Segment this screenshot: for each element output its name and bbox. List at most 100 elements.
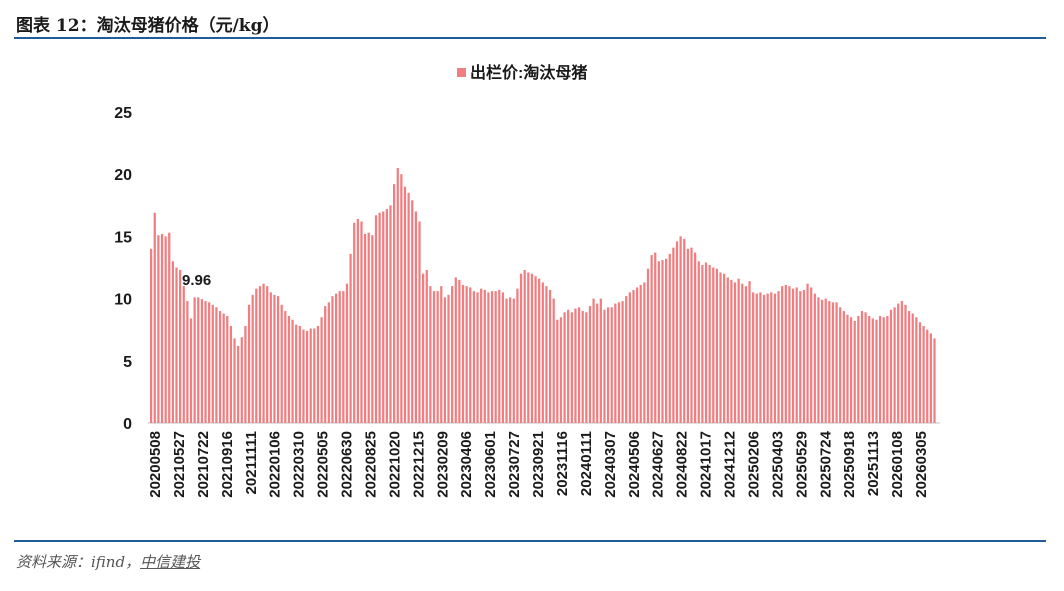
bar [218,311,222,423]
bar [378,212,381,423]
bar [849,317,853,423]
bar [367,232,370,423]
bar [400,174,403,423]
x-tick-label: 20211111 [243,431,260,494]
bar [411,200,414,423]
x-tick-label: 20220825 [362,431,379,498]
bar [915,317,918,423]
bar [182,286,185,423]
bar [258,286,262,423]
bar [458,279,461,423]
x-tick-label: 20220630 [338,431,355,498]
bar [295,324,298,423]
bar [168,232,171,423]
bar [719,272,722,423]
bar [276,296,280,423]
bar [933,338,936,423]
bar [922,325,925,423]
bar [621,301,624,423]
bar [305,330,309,423]
x-tick-label: 20230601 [482,431,499,498]
bar [926,329,929,423]
bar [483,289,486,423]
x-tick-label: 20250724 [817,430,834,497]
x-tick-label: 20210722 [195,431,212,498]
bar [853,320,856,423]
bar [563,312,566,423]
bar [900,301,903,423]
bar [262,283,265,423]
bar [810,287,813,423]
bar [226,316,229,423]
bar [617,302,621,423]
bar [893,307,896,423]
bar [929,333,932,423]
bar [643,282,646,423]
bar [476,292,479,423]
bar [469,287,472,423]
bar [704,262,708,423]
bar [632,289,635,423]
bar [842,311,845,423]
bar [730,279,733,423]
bar [440,286,443,423]
x-tick-label: 20221020 [386,431,403,498]
bar [186,301,189,423]
bar [425,269,428,423]
x-tick-label: 20260108 [889,431,906,498]
bar [650,255,653,423]
x-axis-ticks: 20200508 20210527 20210722 20210916 20211111… [147,430,930,497]
bar [222,313,225,423]
x-tick-label: 20230209 [434,431,451,498]
bar [403,186,407,423]
bar [422,273,425,423]
bar [266,286,269,423]
bar [208,302,211,423]
bar [788,286,791,423]
bar [534,276,537,423]
bar [538,278,541,423]
bar [762,294,766,423]
bar [686,248,690,423]
bar [820,299,824,423]
bar [639,284,642,423]
bar [694,252,697,423]
legend-label: 出栏价:淘汰母猪 [470,63,587,82]
bar [839,307,842,423]
bar [320,317,323,423]
bar [567,309,570,423]
bar [911,313,914,423]
x-tick-label: 20221215 [410,431,427,498]
bar [356,218,359,423]
x-tick-label: 20210916 [219,431,236,498]
bar [157,235,160,423]
bar [882,317,885,423]
x-tick-label: 20220310 [291,431,308,498]
bar [284,311,287,423]
x-tick-label: 20240111 [578,431,595,496]
bar [654,252,657,423]
bar [802,289,806,423]
bar [233,338,236,423]
bar [215,307,218,423]
bar [603,309,606,423]
bar [661,260,664,423]
bar [407,192,410,423]
bar [577,307,581,423]
source-prefix: 资料来源：ifind， [16,553,141,571]
bar [875,319,878,423]
bar [240,337,243,423]
bar [806,283,809,423]
x-tick-label: 20250918 [841,431,858,498]
bar [287,316,291,423]
bar [701,265,704,423]
bar [342,291,345,423]
bar [255,288,258,423]
bar [715,268,719,423]
bar [697,261,700,423]
y-tick-label: 5 [123,354,132,371]
bar [338,291,341,423]
bar [179,269,182,423]
bar [541,282,544,423]
bar [712,267,715,423]
